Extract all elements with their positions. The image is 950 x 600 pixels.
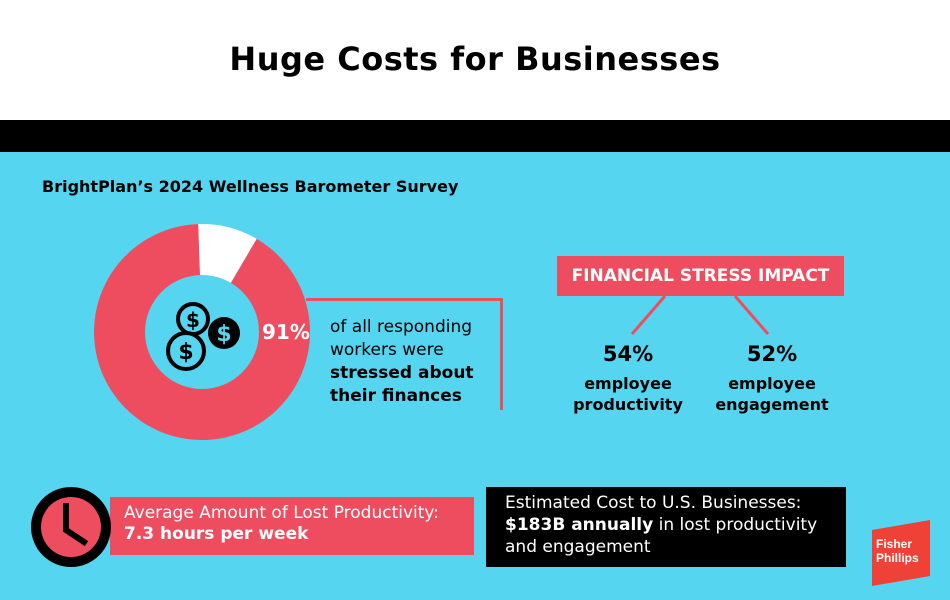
logo-line1: Fisher <box>876 537 912 551</box>
impact-connector-lines <box>630 296 770 335</box>
stressed-description: of all responding workers were stressed … <box>330 316 474 408</box>
stressed-text-bold1: stressed about <box>330 363 474 383</box>
survey-title: BrightPlan’s 2024 Wellness Barometer Sur… <box>42 177 459 196</box>
clock-icon <box>31 487 111 567</box>
cost-amount-line: $183B annually in lost productivity <box>505 514 846 536</box>
callout-bracket <box>306 298 503 410</box>
svg-text:$: $ <box>216 322 231 347</box>
impact-value: 54% <box>602 342 654 366</box>
cost-amount: $183B annually <box>505 515 654 535</box>
impact-label: employee productivity <box>566 373 690 415</box>
impact-value: 52% <box>746 342 798 366</box>
cost-rest1: in lost productivity <box>653 515 818 535</box>
page-title: Huge Costs for Businesses <box>229 40 721 78</box>
svg-text:$: $ <box>186 308 200 332</box>
dollar-coins-icon: $ $ $ <box>166 302 240 371</box>
impact-heading: FINANCIAL STRESS IMPACT <box>557 256 844 296</box>
stressed-text-line2: workers were <box>330 340 444 360</box>
impact-label-line2: productivity <box>573 395 683 414</box>
impact-item-engagement: 52% employee engagement <box>707 341 837 415</box>
lost-productivity-banner: Average Amount of Lost Productivity: 7.3… <box>110 497 474 555</box>
impact-item-productivity: 54% employee productivity <box>566 341 690 415</box>
impact-label-line1: employee <box>728 374 816 393</box>
cost-label: Estimated Cost to U.S. Businesses: <box>505 493 802 513</box>
stressed-text-bold2: their finances <box>330 386 462 406</box>
fisher-phillips-logo: Fisher Phillips <box>872 520 930 586</box>
impact-label-line1: employee <box>584 374 672 393</box>
header-divider-band <box>0 120 950 152</box>
estimated-cost-box: Estimated Cost to U.S. Businesses: $183B… <box>486 487 846 567</box>
svg-text:$: $ <box>178 340 193 365</box>
lost-productivity-value: 7.3 hours per week <box>124 524 309 544</box>
stress-donut-chart: $ $ $ <box>94 224 310 440</box>
stressed-percent: 91% <box>262 320 310 344</box>
cost-rest2: and engagement <box>505 537 651 557</box>
logo-line2: Phillips <box>876 551 919 565</box>
impact-label-line2: engagement <box>715 395 829 414</box>
lost-productivity-label: Average Amount of Lost Productivity: <box>124 503 439 523</box>
stressed-text-line1: of all responding <box>330 317 473 337</box>
impact-label: employee engagement <box>707 373 837 415</box>
